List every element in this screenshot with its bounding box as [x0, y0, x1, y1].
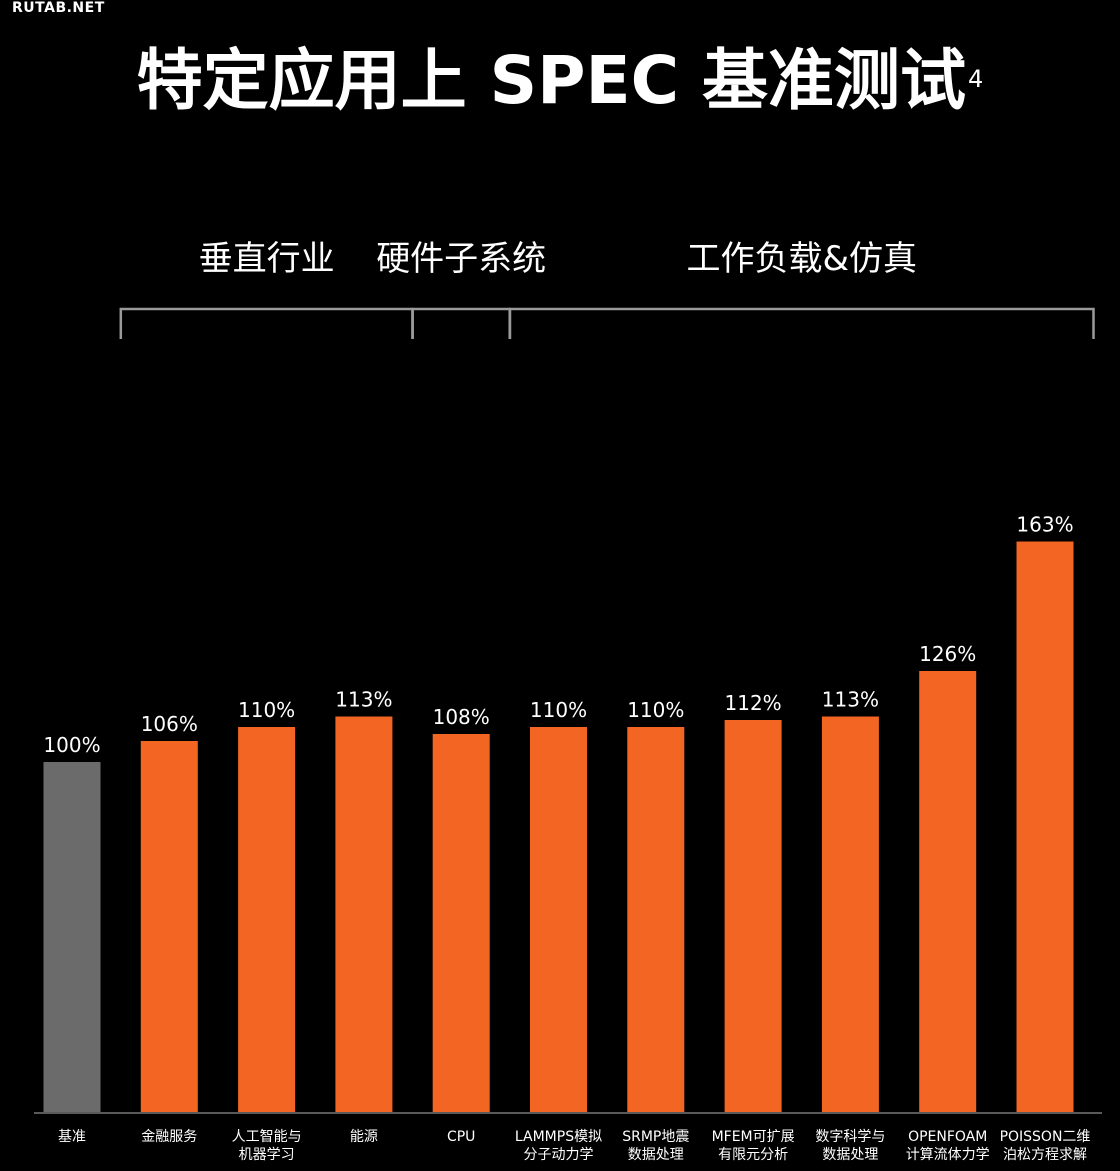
- bar-1: [140, 741, 198, 1112]
- category-label-5-line-0: LAMMPS模拟: [515, 1129, 602, 1145]
- value-label-6: 110%: [627, 698, 684, 722]
- bar-5: [530, 727, 587, 1112]
- value-labels: 100% 106% 110% 113% 108% 110% 110% 112% 113% 126%…: [43, 513, 1073, 758]
- category-label-10-line-1: 泊松方程求解: [1003, 1147, 1087, 1163]
- value-label-4: 108%: [433, 705, 490, 729]
- group-label-0: 垂直行业: [199, 239, 335, 279]
- category-label-7-line-0: MFEM可扩展: [712, 1129, 795, 1145]
- chart-title: 特定应用上 SPEC 基准测试4: [0, 36, 1120, 126]
- group-brackets: 垂直行业 硬件子系统 工作负载&仿真: [119, 239, 1095, 339]
- category-label-1: 金融服务: [141, 1129, 197, 1145]
- category-label-3: 能源: [350, 1129, 378, 1145]
- value-label-8: 113%: [822, 688, 879, 712]
- value-label-9: 126%: [919, 642, 976, 666]
- bars: [43, 541, 1074, 1112]
- category-label-9-line-0: OPENFOAM: [908, 1129, 987, 1145]
- category-label-7-line-1: 有限元分析: [718, 1147, 788, 1163]
- title-footnote: 4: [968, 65, 984, 93]
- chart-title-text: 特定应用上 SPEC 基准测试: [136, 42, 967, 119]
- bar-4: [432, 734, 490, 1112]
- value-label-1: 106%: [141, 712, 198, 736]
- bar-6: [627, 727, 685, 1112]
- category-label-6-line-0: SRMP地震: [622, 1129, 689, 1145]
- value-label-10: 163%: [1016, 513, 1073, 537]
- value-label-3: 113%: [335, 688, 392, 712]
- category-label-0: 基准: [58, 1128, 86, 1145]
- bar-3: [335, 716, 393, 1112]
- category-label-10-line-0: POISSON二维: [1000, 1129, 1091, 1145]
- bar-7: [724, 720, 782, 1112]
- category-label-2-line-1: 机器学习: [239, 1147, 295, 1163]
- category-label-6-line-1: 数据处理: [628, 1147, 684, 1163]
- bar-8: [821, 716, 879, 1112]
- watermark: RUTAB.NET: [12, 0, 105, 16]
- category-label-9-line-1: 计算流体力学: [906, 1147, 990, 1163]
- category-label-2-line-0: 人工智能与: [232, 1129, 302, 1145]
- value-label-2: 110%: [238, 698, 295, 722]
- value-label-5: 110%: [530, 698, 587, 722]
- category-label-4: CPU: [447, 1129, 475, 1145]
- group-label-1: 硬件子系统: [376, 239, 546, 279]
- group-bracket-1: [411, 307, 511, 339]
- group-bracket-0: [119, 307, 414, 339]
- bar-9: [919, 671, 977, 1112]
- category-label-5-line-1: 分子动力学: [524, 1147, 594, 1163]
- category-label-8-line-0: 数字科学与: [815, 1129, 885, 1145]
- value-label-7: 112%: [725, 691, 782, 715]
- group-bracket-2: [508, 307, 1095, 339]
- bar-0: [43, 762, 101, 1112]
- value-label-0: 100%: [43, 733, 100, 757]
- category-label-8-line-1: 数据处理: [822, 1147, 878, 1163]
- bar-2: [238, 727, 296, 1112]
- group-label-2: 工作负载&仿真: [687, 239, 918, 279]
- bar-10: [1016, 541, 1074, 1112]
